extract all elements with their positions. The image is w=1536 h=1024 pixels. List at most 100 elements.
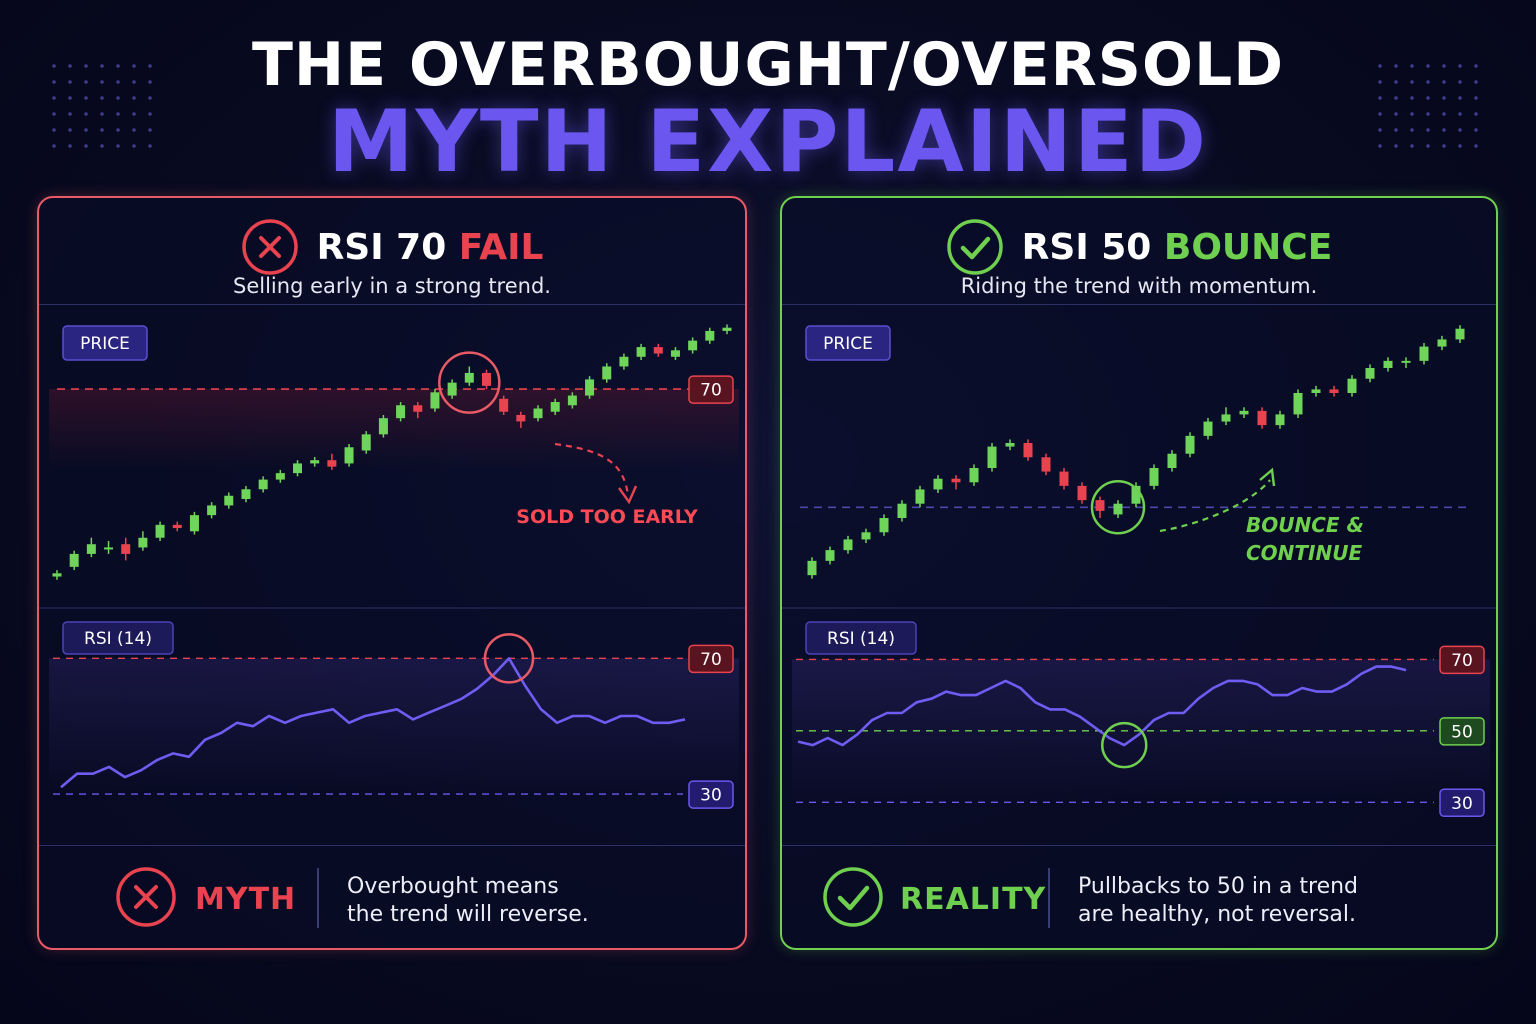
left-footer-word: MYTH [195,882,297,917]
check-circle-icon [823,867,883,927]
right-candle-body [1167,453,1177,468]
left-candle-body [585,379,595,396]
left-panel-footer: MYTH Overbought means the trend will rev… [39,845,745,948]
right-candle-body [1185,435,1195,454]
right-candle-body [1383,360,1393,368]
left-footer-line2: the trend will reverse. [347,902,589,927]
left-candle-body [69,553,79,567]
right-candle-body [897,503,907,518]
right-candle-body [1401,360,1411,363]
right-bounce-label-line2: CONTINUE [1246,541,1362,565]
left-candle-body [653,347,663,354]
left-candle-body [207,505,217,516]
right-footer-divider [1048,868,1050,928]
right-candle-body [1203,421,1213,436]
right-rsi-tag: RSI (14) [827,629,895,649]
right-candle-body [879,518,889,533]
right-candle-body [807,560,817,576]
left-panel-header: RSI 70 FAIL Selling early in a strong tr… [39,198,745,305]
right-candle-body [1023,443,1033,458]
left-candle-body [327,460,337,467]
right-rsi-level-70-tag: 70 [1451,651,1473,671]
right-title-prefix: RSI 50 [1021,226,1164,268]
left-candle-body [155,524,165,538]
left-rsi-tag-bg [62,621,174,655]
right-rsi-level-30-tag-bg [1439,788,1485,818]
left-rsi-level-30-tag-bg [688,780,734,809]
left-rsi-line [60,657,686,789]
right-candle-body [1437,339,1447,347]
left-sold-arrow-line [554,442,630,497]
right-candle-body [1131,485,1141,504]
right-footer-text: Pullbacks to 50 in a trend are healthy, … [1078,873,1358,929]
left-sold-too-early-label: SOLD TOO EARLY [516,506,698,528]
left-price-tag-bg [62,325,148,361]
left-panel-title: RSI 70 FAIL [317,227,544,268]
right-footer-line1: Pullbacks to 50 in a trend [1078,874,1359,899]
left-candle-body [722,327,732,331]
right-panel-subtitle: Riding the trend with momentum. [960,274,1318,298]
right-candle-body [1365,368,1375,379]
left-footer-divider [317,868,319,928]
left-candle-body [533,408,543,419]
left-price-tag: PRICE [80,334,130,354]
left-candle-body [172,524,182,529]
left-candle-body [602,366,612,380]
left-chart: 70 PRICE 70 30 RSI (14) SOLD TOO EARLY [39,324,745,809]
right-candle-body [1149,468,1159,486]
left-candle-body [361,434,371,451]
right-candle-body [951,478,961,483]
right-rsi-level-50-tag-bg [1439,717,1485,746]
left-candle-body [636,347,646,357]
right-candle-body [1329,389,1339,393]
decor-dots-left [46,58,156,148]
right-candle-body [1005,443,1015,447]
right-panel-header: RSI 50 BOUNCE Riding the trend with mome… [782,198,1496,305]
right-rsi-line [797,665,1407,747]
right-bounce-label-line1: BOUNCE & [1246,513,1364,537]
right-footer-line2: are healthy, not reversal. [1078,902,1356,927]
right-candle-body [1257,410,1267,426]
left-price-highlight-circle [438,351,501,414]
right-candle-body [1347,378,1357,393]
left-candle-body [430,392,440,409]
left-candle-body [688,340,698,351]
left-rsi-level-30-tag: 30 [700,786,722,806]
left-candle-body [189,515,199,532]
left-rsi-level-70-tag: 70 [700,650,722,670]
left-candle-body [413,405,423,412]
left-title-prefix: RSI 70 [316,226,459,268]
right-candle-body [915,489,925,504]
right-candle-body [861,532,871,540]
right-candle-body [1311,389,1321,393]
right-candle-body [1419,346,1429,361]
left-rsi-highlight-circle [483,633,535,684]
left-footer-text: Overbought means the trend will reverse. [347,873,589,929]
right-candle-body [843,539,853,551]
right-price-tag: PRICE [823,334,873,354]
right-candle-body [825,550,835,561]
right-bounce-arrow-line [1159,479,1271,533]
left-candle-body [516,414,526,422]
right-candle-body [1059,471,1069,486]
right-bounce-arrow-head [1259,467,1276,487]
left-candle-body [121,544,131,554]
right-rsi-tag-bg [805,621,917,655]
left-price-level-tag: 70 [700,381,722,401]
left-title-suffix: FAIL [458,226,544,268]
right-price-tag-bg [805,325,891,361]
right-candle-body [987,446,997,468]
page-title-line2: MYTH EXPLAINED [328,92,1208,192]
left-candle-body [344,447,354,464]
right-candle-body [1455,328,1465,340]
right-rsi-level-30-tag: 30 [1451,794,1473,814]
left-price-overbought-band [49,389,739,470]
left-rsi-tag: RSI (14) [84,629,152,649]
right-price-highlight-circle [1090,480,1146,535]
right-candle-body [933,478,943,490]
left-panel-rsi70-fail: RSI 70 FAIL Selling early in a strong tr… [37,196,747,950]
left-candle-body [224,495,234,506]
right-rsi-highlight-circle [1100,721,1148,769]
left-candle-body [378,418,388,435]
left-candle-body [705,330,715,341]
